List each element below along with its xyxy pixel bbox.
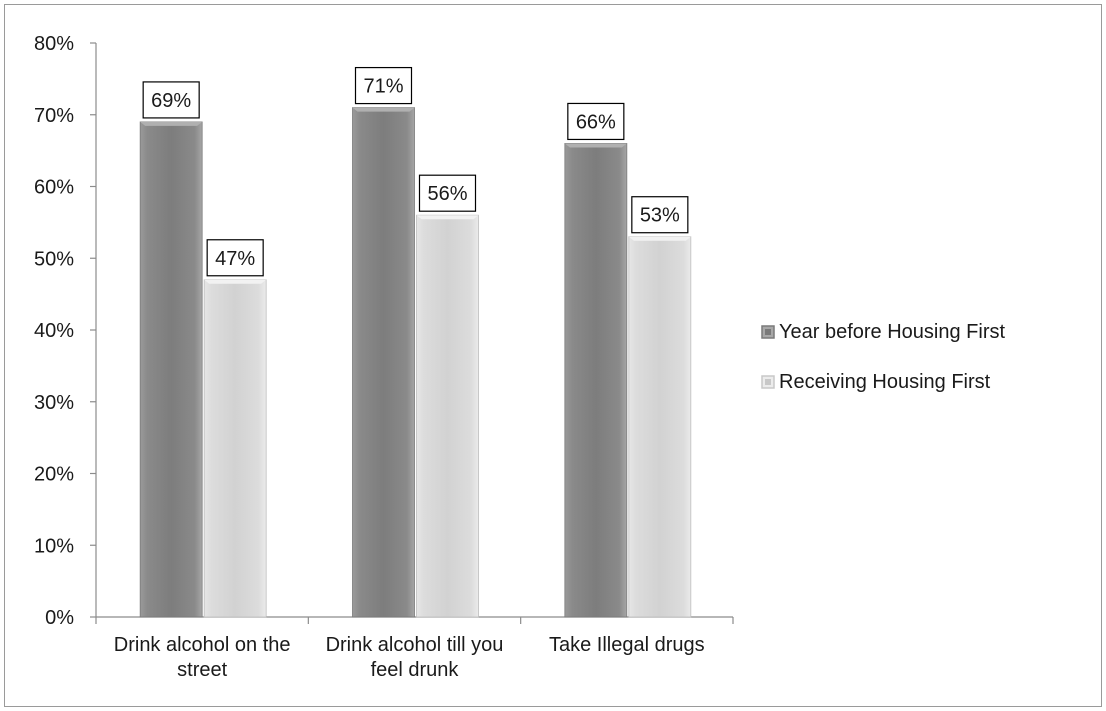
legend: Year before Housing First Receiving Housi…: [761, 321, 1005, 393]
x-category-label: Drink alcohol till you feel drunk: [326, 634, 504, 681]
legend-swatch-inner: [765, 329, 771, 335]
bar-bevel: [628, 236, 691, 241]
y-tick-label: 80%: [34, 33, 74, 55]
y-tick-label: 30%: [34, 392, 74, 414]
y-tick-label: 40%: [34, 320, 74, 342]
data-labels: 69% 71% 66% 47% 56% 53%: [142, 66, 689, 277]
bar-receiving: [628, 236, 692, 618]
legend-label: Receiving Housing First: [779, 371, 991, 393]
data-label-box: [567, 102, 625, 141]
bar-year-before: [564, 143, 628, 618]
data-label-box: [418, 174, 477, 212]
x-category-label-line: feel drunk: [371, 659, 460, 681]
x-category-label-line: street: [177, 659, 227, 681]
bar-bevel: [352, 107, 415, 112]
legend-label: Year before Housing First: [779, 321, 1005, 343]
bar-receiving: [416, 214, 479, 618]
x-category-label: Take Illegal drugs: [549, 634, 705, 656]
data-label: 66%: [576, 111, 616, 133]
y-tick-label: 60%: [34, 177, 74, 199]
data-label-box: [206, 239, 264, 277]
bar-bevel: [140, 121, 203, 126]
axes: 0% 10% 20% 30% 40% 50% 60% 70% 80% Drink alcohol …: [34, 33, 734, 681]
bar-bevel: [564, 143, 627, 148]
data-label: 53%: [640, 205, 680, 227]
bars: [139, 107, 692, 618]
y-tick-label: 50%: [34, 248, 74, 270]
x-category-label-line: Drink alcohol on the: [114, 634, 291, 656]
bar-year-before: [139, 121, 203, 618]
legend-swatch-inner: [765, 379, 771, 385]
bar-year-before: [352, 107, 415, 618]
bar-receiving: [203, 279, 267, 618]
y-tick-label: 70%: [34, 105, 74, 127]
data-label: 56%: [427, 183, 467, 205]
data-label-box: [142, 81, 200, 119]
data-label: 47%: [215, 248, 255, 270]
bar-bevel: [416, 215, 479, 220]
x-category-label: Drink alcohol on the street: [114, 634, 291, 681]
y-tick-label: 0%: [45, 607, 74, 629]
y-tick-label: 20%: [34, 464, 74, 486]
data-label: 69%: [151, 90, 191, 112]
x-category-label-line: Take Illegal drugs: [549, 634, 705, 656]
bar-bevel: [204, 279, 267, 284]
data-label-box: [354, 66, 413, 105]
x-category-label-line: Drink alcohol till you: [326, 634, 504, 656]
y-tick-label: 10%: [34, 535, 74, 557]
data-label-box: [631, 196, 689, 234]
data-label: 71%: [363, 76, 403, 98]
